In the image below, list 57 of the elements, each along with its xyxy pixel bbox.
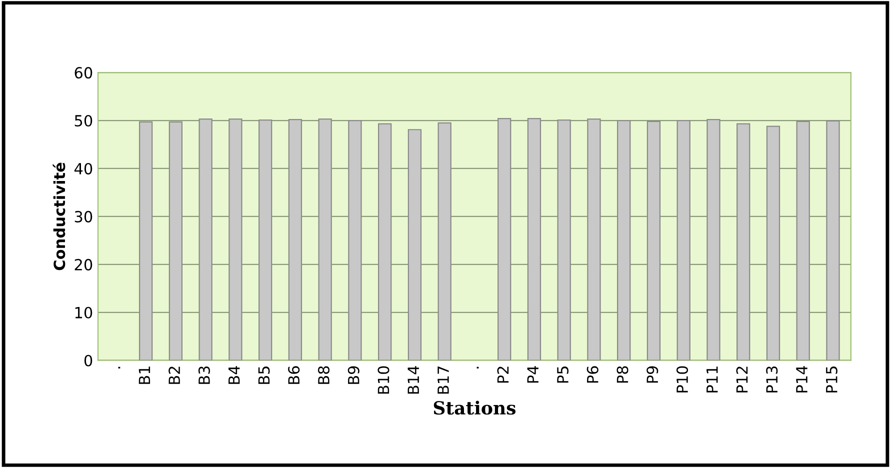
bar [138,121,153,360]
bar [258,119,272,360]
bar [408,129,422,360]
bar [587,118,601,360]
x-tick-label: P10 [676,366,688,392]
bar [318,118,332,360]
bar [646,120,661,360]
x-tick-label: B5 [258,366,270,384]
bar [826,120,840,360]
x-tick-label: P8 [616,366,628,383]
x-tick-label: B6 [288,366,300,384]
x-tick-label: P2 [497,366,509,383]
bar [796,120,810,360]
bar [498,118,512,360]
bar [676,120,690,360]
y-axis-title: Conductivité [52,162,66,270]
y-tick-label: 50 [74,114,92,127]
x-tick-label: P15 [826,366,838,392]
x-tick-label: B10 [378,366,390,394]
y-tick-label: 30 [74,210,92,222]
x-tick-label: P4 [527,366,538,383]
x-tick-label: B4 [228,366,240,384]
x-tick-label: P11 [706,366,718,392]
x-axis-title: Stations [434,400,516,415]
y-tick-label: 0 [84,354,92,366]
bar [288,118,302,360]
x-tick-label: P12 [736,366,748,392]
y-tick-label: 40 [74,162,92,174]
y-tick-label: 60 [74,67,92,79]
y-tick-label: 10 [75,306,92,318]
x-tick-label: B3 [198,366,210,384]
bar [617,120,631,360]
x-tick-label: B14 [408,366,419,394]
x-tick-label: . [476,366,479,368]
y-tick-label: 20 [74,258,92,270]
bar [378,123,392,360]
bar [168,121,183,360]
x-tick-label: P13 [766,366,778,392]
x-tick-label: P5 [557,366,569,383]
x-tick-label: B17 [438,366,449,394]
x-tick-label: B9 [348,366,360,384]
x-tick-label: B8 [318,366,330,384]
x-tick-label: P14 [796,366,808,392]
bar [736,123,750,360]
x-tick-label: . [118,366,120,368]
x-tick-label: B2 [168,366,180,384]
x-tick-label: B1 [138,366,150,384]
bar [557,119,571,360]
bar [706,118,720,360]
bar [228,118,242,360]
bar [198,118,212,360]
x-tick-label: P6 [586,366,598,383]
bar [348,120,362,360]
bar [438,122,452,360]
bar [527,118,542,360]
bar [766,126,780,360]
x-tick-label: P9 [646,366,658,383]
